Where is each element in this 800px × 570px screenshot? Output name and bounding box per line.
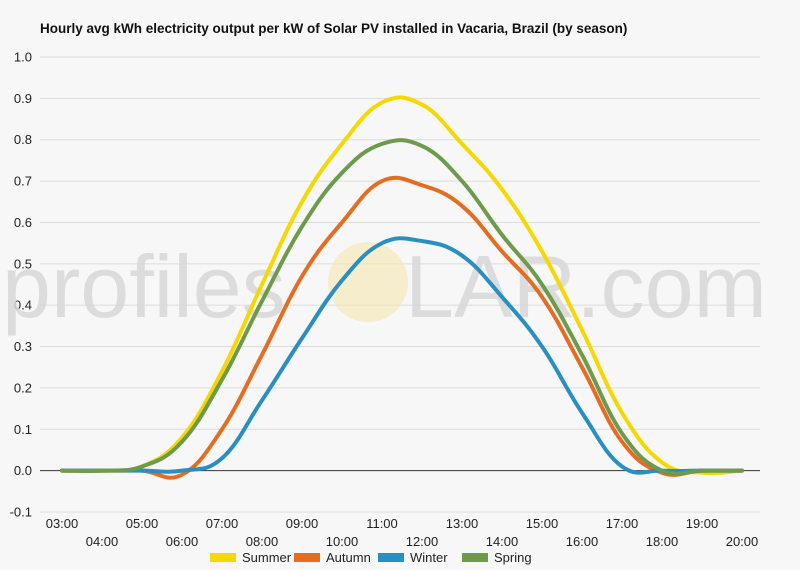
watermark-text-left: profiles [2,237,286,336]
legend-label-winter: Winter [410,550,448,565]
series-line-summer [60,95,744,476]
y-tick-label: 1.0 [14,50,32,65]
series-lines [60,95,744,480]
x-tick-label: 07:00 [206,516,239,531]
y-tick-label: 0.0 [14,463,32,478]
legend-label-spring: Spring [494,550,532,565]
x-tick-label: 20:00 [726,534,759,549]
x-tick-label: 05:00 [126,516,159,531]
x-tick-label: 06:00 [166,534,199,549]
y-tick-label: 0.5 [14,256,32,271]
y-tick-label: 0.2 [14,380,32,395]
x-tick-label: 04:00 [86,534,119,549]
legend-swatch-autumn [294,553,320,562]
y-tick-label: 0.4 [14,298,32,313]
watermark-sun-icon [328,242,408,322]
y-tick-label: 0.9 [14,91,32,106]
x-tick-label: 13:00 [446,516,479,531]
legend-label-summer: Summer [242,550,292,565]
y-axis-ticks: -0.1 0.0 0.1 0.2 0.3 0.4 0.5 0.6 0.7 0.8 0.9 1.0 [10,50,32,520]
y-tick-label: 0.6 [14,215,32,230]
x-axis-ticks: 03:00 04:00 05:00 06:00 07:00 08:00 09:00 10:00… [46,516,759,549]
y-tick-label: 0.1 [14,422,32,437]
x-tick-label: 18:00 [646,534,679,549]
watermark-text-right: LAR.com [405,237,767,336]
y-tick-label: 0.3 [14,339,32,354]
x-tick-label: 17:00 [606,516,639,531]
legend-swatch-spring [462,553,488,562]
x-tick-label: 10:00 [326,534,359,549]
y-tick-label: 0.8 [14,132,32,147]
x-tick-label: 12:00 [406,534,439,549]
chart-title: Hourly avg kWh electricity output per kW… [40,21,627,36]
x-tick-label: 09:00 [286,516,319,531]
x-tick-label: 08:00 [246,534,279,549]
series-line-autumn [60,175,744,480]
y-tick-label: 0.7 [14,174,32,189]
series-line-winter [60,236,744,475]
x-tick-label: 11:00 [366,516,398,531]
legend: Summer Autumn Winter Spring [210,550,532,565]
watermark: profiles LAR.com [2,237,767,336]
legend-swatch-winter [378,553,404,562]
series-line-spring [60,138,744,476]
x-tick-label: 19:00 [686,516,719,531]
legend-swatch-summer [210,553,236,562]
x-tick-label: 15:00 [526,516,559,531]
y-tick-label: -0.1 [10,505,32,520]
x-tick-label: 03:00 [46,516,79,531]
x-tick-label: 16:00 [566,534,599,549]
x-tick-label: 14:00 [486,534,519,549]
legend-label-autumn: Autumn [326,550,371,565]
